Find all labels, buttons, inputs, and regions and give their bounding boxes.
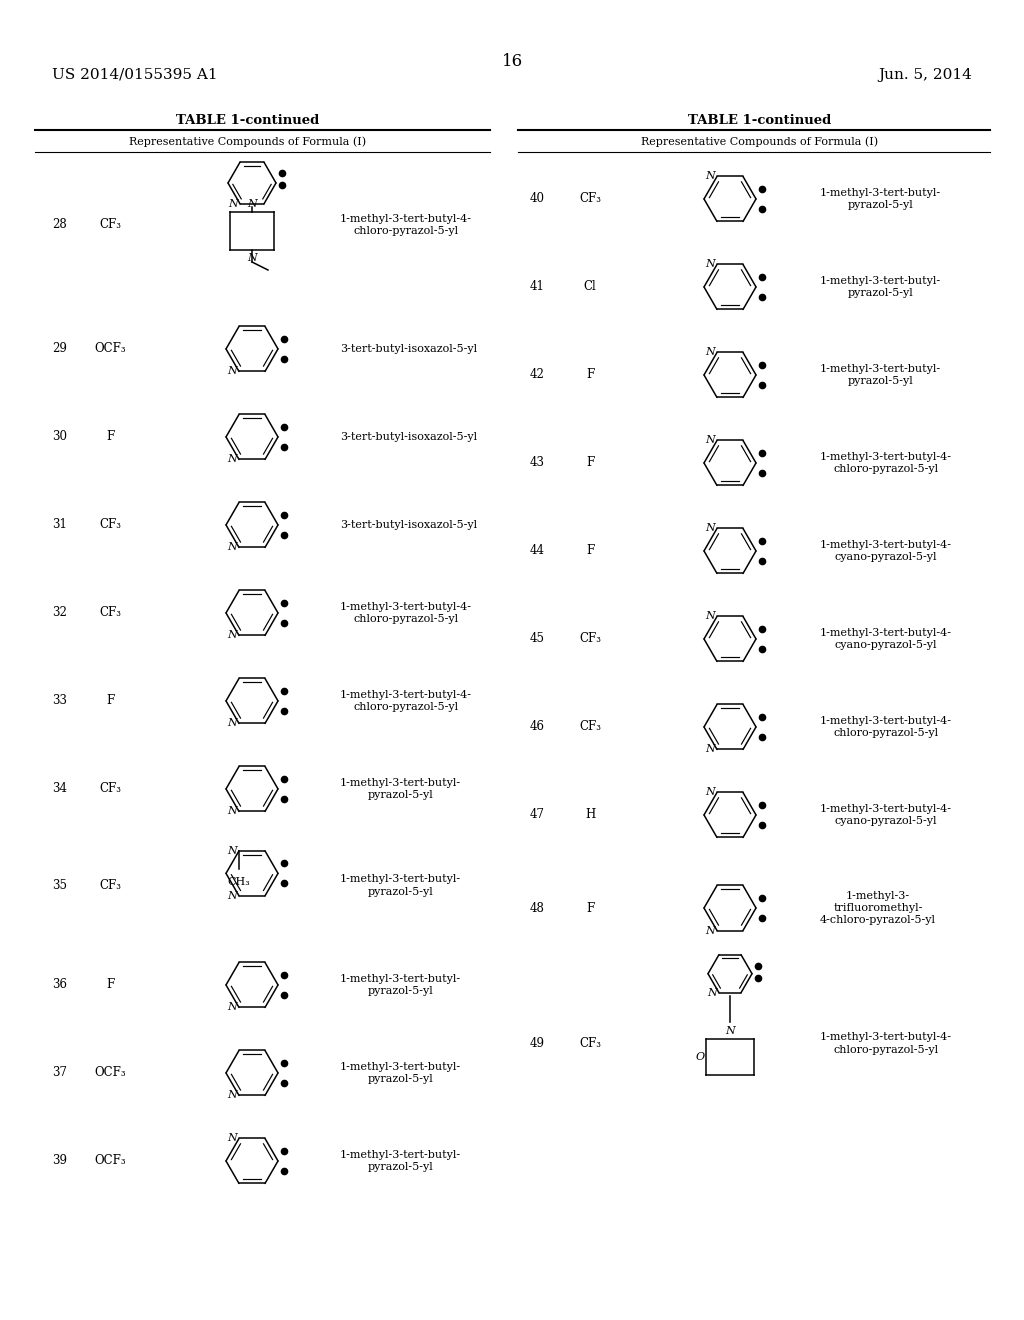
Text: Cl: Cl [584,280,596,293]
Text: 48: 48 [530,902,545,915]
Text: F: F [586,544,594,557]
Text: N: N [227,543,237,553]
Text: N: N [227,1090,237,1101]
Text: 45: 45 [530,632,545,645]
Text: Representative Compounds of Formula (I): Representative Compounds of Formula (I) [641,137,879,148]
Text: 49: 49 [530,1038,545,1051]
Text: F: F [105,978,114,991]
Text: F: F [586,902,594,915]
Text: 1-methyl-3-
trifluoromethyl-
4-chloro-pyrazol-5-yl: 1-methyl-3- trifluoromethyl- 4-chloro-py… [820,891,936,925]
Text: N: N [725,1026,735,1036]
Text: N: N [706,436,715,445]
Text: 46: 46 [530,721,545,734]
Text: CF₃: CF₃ [579,721,601,734]
Text: 41: 41 [530,280,545,293]
Text: 32: 32 [52,606,67,619]
Text: 3-tert-butyl-isoxazol-5-yl: 3-tert-butyl-isoxazol-5-yl [340,345,477,354]
Text: F: F [586,457,594,470]
Text: 28: 28 [52,219,67,231]
Text: CH₃: CH₃ [227,876,251,887]
Text: N: N [227,454,237,465]
Text: N: N [227,718,237,729]
Text: N: N [706,172,715,181]
Text: N: N [227,1002,237,1012]
Text: N: N [706,611,715,622]
Text: N: N [227,1134,237,1143]
Text: N: N [227,367,237,376]
Text: N: N [227,891,237,900]
Text: 31: 31 [52,519,67,532]
Text: N: N [708,987,717,998]
Text: 1-methyl-3-tert-butyl-4-
chloro-pyrazol-5-yl: 1-methyl-3-tert-butyl-4- chloro-pyrazol-… [820,715,952,738]
Text: N: N [247,199,257,209]
Text: 42: 42 [530,368,545,381]
Text: 39: 39 [52,1155,67,1167]
Text: TABLE 1-continued: TABLE 1-continued [176,114,319,127]
Text: TABLE 1-continued: TABLE 1-continued [688,114,831,127]
Text: Jun. 5, 2014: Jun. 5, 2014 [879,69,972,82]
Text: O: O [695,1052,705,1061]
Text: N: N [247,253,257,263]
Text: 1-methyl-3-tert-butyl-4-
chloro-pyrazol-5-yl: 1-methyl-3-tert-butyl-4- chloro-pyrazol-… [340,690,472,713]
Text: 1-methyl-3-tert-butyl-
pyrazol-5-yl: 1-methyl-3-tert-butyl- pyrazol-5-yl [340,974,461,997]
Text: 36: 36 [52,978,67,991]
Text: CF₃: CF₃ [99,879,121,892]
Text: CF₃: CF₃ [99,783,121,796]
Text: N: N [706,925,715,936]
Text: N: N [706,347,715,358]
Text: US 2014/0155395 A1: US 2014/0155395 A1 [52,69,218,82]
Text: 1-methyl-3-tert-butyl-
pyrazol-5-yl: 1-methyl-3-tert-butyl- pyrazol-5-yl [340,874,461,896]
Text: 1-methyl-3-tert-butyl-4-
chloro-pyrazol-5-yl: 1-methyl-3-tert-butyl-4- chloro-pyrazol-… [340,214,472,236]
Text: N: N [706,788,715,797]
Text: 47: 47 [530,808,545,821]
Text: OCF₃: OCF₃ [94,1155,126,1167]
Text: 1-methyl-3-tert-butyl-
pyrazol-5-yl: 1-methyl-3-tert-butyl- pyrazol-5-yl [820,276,941,298]
Text: 1-methyl-3-tert-butyl-4-
cyano-pyrazol-5-yl: 1-methyl-3-tert-butyl-4- cyano-pyrazol-5… [820,804,952,826]
Text: 1-methyl-3-tert-butyl-4-
cyano-pyrazol-5-yl: 1-methyl-3-tert-butyl-4- cyano-pyrazol-5… [820,628,952,651]
Text: 1-methyl-3-tert-butyl-
pyrazol-5-yl: 1-methyl-3-tert-butyl- pyrazol-5-yl [340,1150,461,1172]
Text: CF₃: CF₃ [579,1038,601,1051]
Text: Representative Compounds of Formula (I): Representative Compounds of Formula (I) [129,137,367,148]
Text: N: N [706,260,715,269]
Text: 1-methyl-3-tert-butyl-4-
cyano-pyrazol-5-yl: 1-methyl-3-tert-butyl-4- cyano-pyrazol-5… [820,540,952,562]
Text: 1-methyl-3-tert-butyl-4-
chloro-pyrazol-5-yl: 1-methyl-3-tert-butyl-4- chloro-pyrazol-… [820,1032,952,1055]
Text: 1-methyl-3-tert-butyl-
pyrazol-5-yl: 1-methyl-3-tert-butyl- pyrazol-5-yl [820,364,941,387]
Text: F: F [105,430,114,444]
Text: 43: 43 [530,457,545,470]
Text: N: N [227,846,237,855]
Text: 29: 29 [52,342,67,355]
Text: 3-tert-butyl-isoxazol-5-yl: 3-tert-butyl-isoxazol-5-yl [340,432,477,442]
Text: OCF₃: OCF₃ [94,342,126,355]
Text: 35: 35 [52,879,67,892]
Text: N: N [706,524,715,533]
Text: 37: 37 [52,1067,67,1080]
Text: N: N [227,807,237,817]
Text: 1-methyl-3-tert-butyl-4-
chloro-pyrazol-5-yl: 1-methyl-3-tert-butyl-4- chloro-pyrazol-… [340,602,472,624]
Text: CF₃: CF₃ [99,606,121,619]
Text: CF₃: CF₃ [99,519,121,532]
Text: H: H [585,808,595,821]
Text: OCF₃: OCF₃ [94,1067,126,1080]
Text: 34: 34 [52,783,67,796]
Text: 1-methyl-3-tert-butyl-4-
chloro-pyrazol-5-yl: 1-methyl-3-tert-butyl-4- chloro-pyrazol-… [820,451,952,474]
Text: 44: 44 [530,544,545,557]
Text: 1-methyl-3-tert-butyl-
pyrazol-5-yl: 1-methyl-3-tert-butyl- pyrazol-5-yl [340,1061,461,1084]
Text: N: N [227,631,237,640]
Text: N: N [706,744,715,755]
Text: CF₃: CF₃ [579,193,601,206]
Text: 1-methyl-3-tert-butyl-
pyrazol-5-yl: 1-methyl-3-tert-butyl- pyrazol-5-yl [820,187,941,210]
Text: 3-tert-butyl-isoxazol-5-yl: 3-tert-butyl-isoxazol-5-yl [340,520,477,529]
Text: CF₃: CF₃ [579,632,601,645]
Text: CF₃: CF₃ [99,219,121,231]
Text: 30: 30 [52,430,67,444]
Text: 1-methyl-3-tert-butyl-
pyrazol-5-yl: 1-methyl-3-tert-butyl- pyrazol-5-yl [340,777,461,800]
Text: F: F [105,694,114,708]
Text: 16: 16 [502,54,522,70]
Text: F: F [586,368,594,381]
Text: 40: 40 [530,193,545,206]
Text: N: N [228,199,238,209]
Text: 33: 33 [52,694,67,708]
